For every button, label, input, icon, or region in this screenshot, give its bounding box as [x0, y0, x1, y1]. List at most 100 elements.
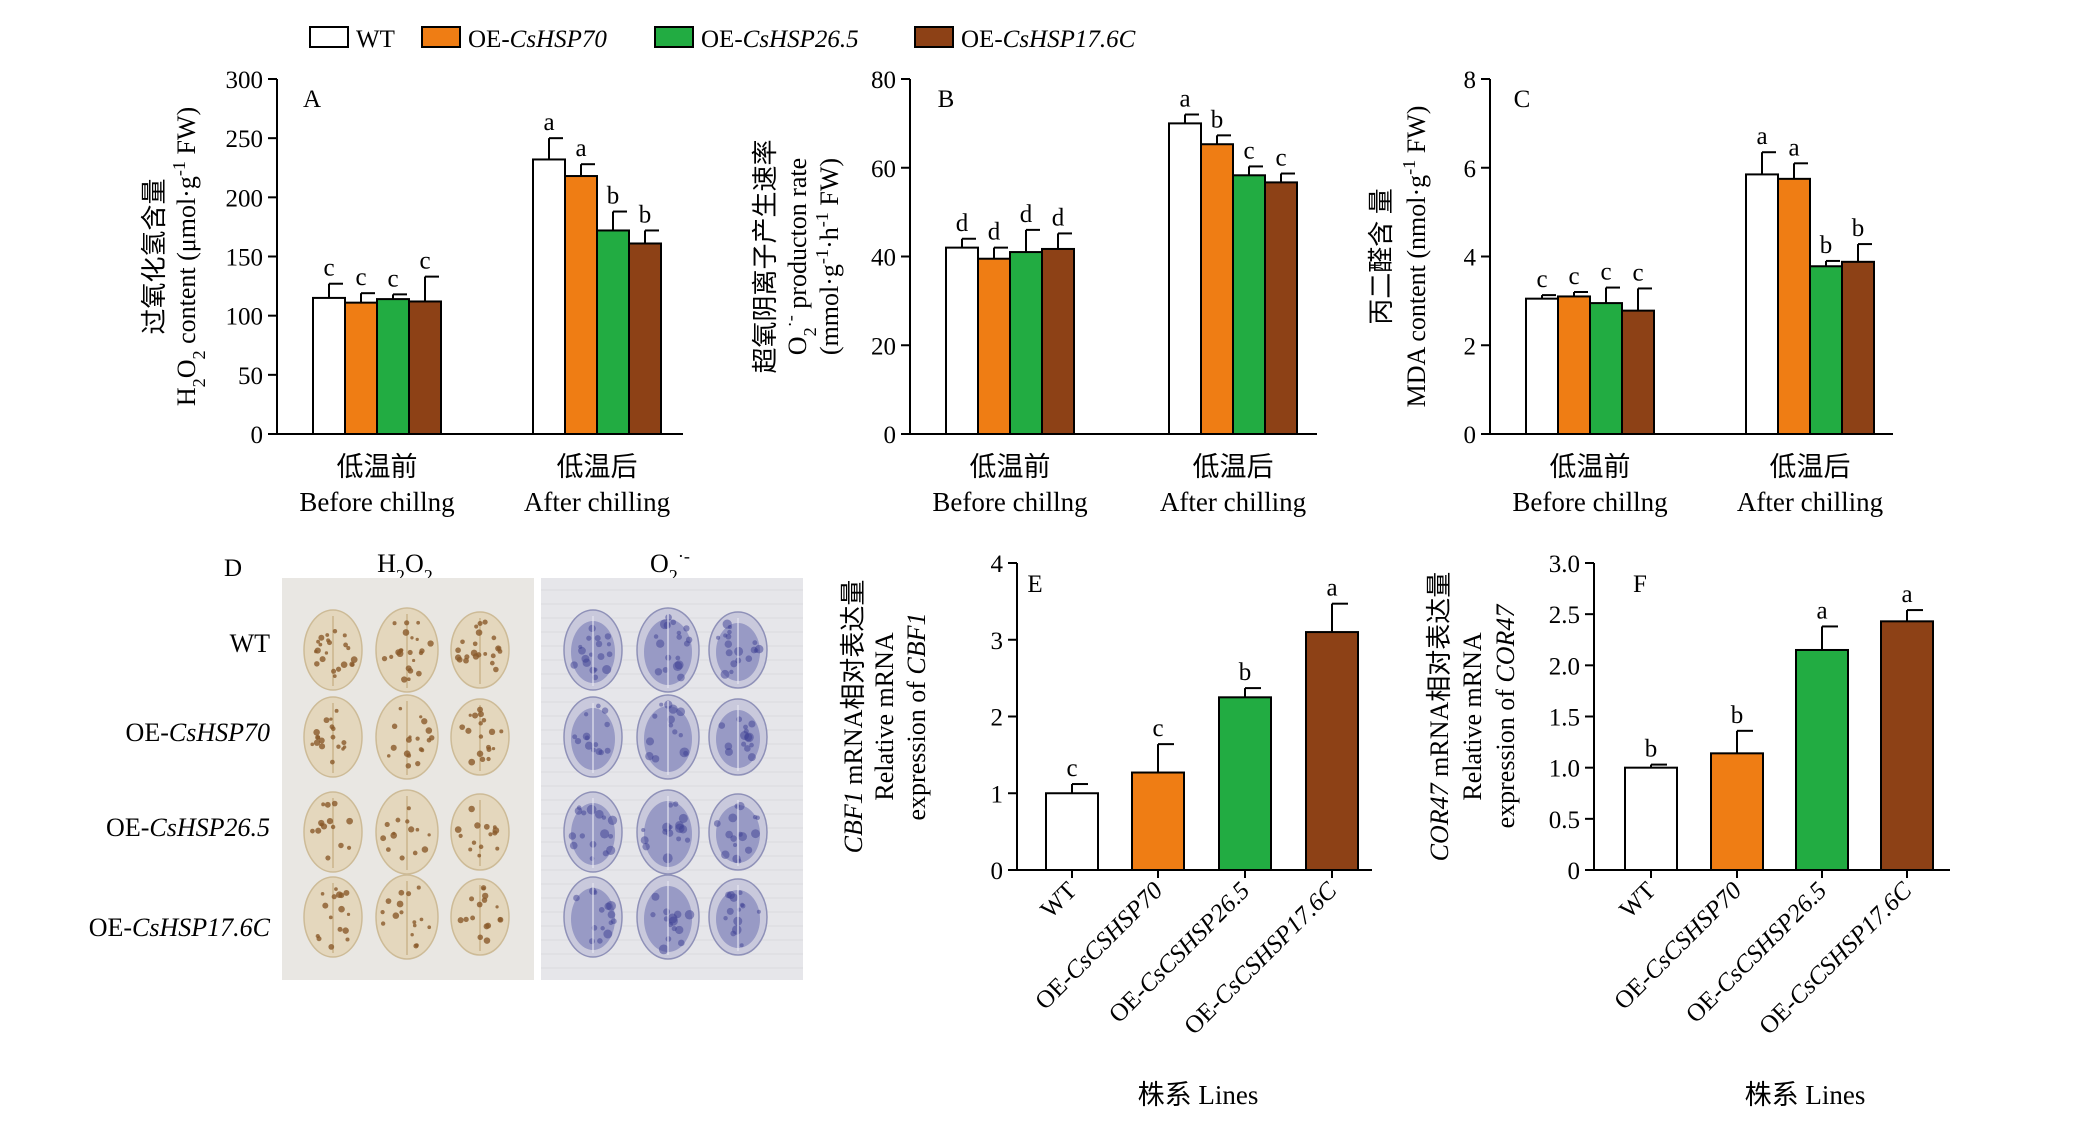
stain-spot [579, 833, 586, 839]
stain-spot [384, 821, 390, 828]
stain-spot [743, 728, 749, 734]
stain-spot [456, 656, 463, 663]
stain-spot [495, 905, 499, 909]
stain-spot [328, 944, 335, 950]
stain-spot [470, 649, 478, 657]
stain-spot [415, 736, 420, 741]
stain-spot [721, 850, 730, 860]
stain-spot [403, 750, 411, 757]
stain-spot [346, 845, 352, 850]
stain-spot [573, 894, 580, 902]
stain-spot [343, 642, 348, 648]
stain-spot [385, 898, 392, 904]
stain-spot [492, 830, 498, 836]
stain-spot [744, 846, 753, 854]
y-tick-label: 300 [226, 67, 264, 94]
bar-2 [1809, 265, 1843, 436]
stain-spot [341, 740, 347, 746]
stain-spot [381, 655, 388, 662]
stain-spot [737, 890, 743, 896]
stain-spot [650, 912, 656, 918]
h2o2-leaf [450, 698, 510, 776]
stain-spot [676, 630, 682, 636]
stain-spot [310, 742, 315, 747]
stain-spot [468, 713, 472, 717]
y-tick-label: 0 [1464, 422, 1477, 449]
significance-letter: c [1243, 137, 1254, 164]
stain-spot [601, 707, 609, 714]
stain-spot [595, 640, 603, 648]
h2o2-leaf [375, 694, 439, 780]
significance-letter: c [1275, 145, 1286, 172]
stain-spot [597, 938, 603, 944]
stain-spot [322, 902, 329, 909]
stain-spot [325, 633, 330, 637]
bar-3 [1264, 181, 1298, 435]
y-tick-label: 100 [226, 304, 264, 331]
stain-spot [725, 830, 733, 839]
stain-spot [342, 633, 347, 638]
stain-spot [733, 843, 738, 848]
stain-spot [727, 629, 732, 635]
y-axis-title-en: H2O2 content (μmol·g-1 FW) [169, 107, 209, 406]
stain-spot [672, 801, 679, 807]
stain-spot [458, 833, 463, 838]
stain-spot [318, 634, 325, 641]
stain-spot [380, 910, 385, 915]
stain-spot [486, 756, 491, 762]
stain-spot [662, 822, 672, 832]
stain-spot [677, 939, 685, 947]
stain-spot [495, 846, 500, 851]
col-title-o2: O2·- [650, 546, 690, 586]
stain-spot [651, 892, 660, 901]
stain-spot [610, 918, 617, 925]
stain-spot [588, 624, 596, 633]
x-category-cn: 低温前 [970, 452, 1051, 482]
y-axis-title-cn: 过氧化氢含量 [140, 178, 169, 334]
o2-leaf [563, 876, 623, 958]
stain-spot [569, 841, 578, 850]
y-axis-title-en: MDA content (nmol·g-1 FW) [1399, 106, 1431, 408]
legend-label: OE-CsHSP17.6C [961, 26, 1136, 53]
stain-spot [756, 909, 761, 914]
stain-spot [402, 629, 410, 636]
stain-spot [408, 735, 412, 739]
stain-spot [645, 737, 655, 746]
o2-leaf [708, 793, 768, 871]
stain-spot [716, 635, 721, 640]
bar-2 [1232, 174, 1266, 435]
stain-spot [338, 842, 344, 849]
stain-spot [604, 721, 610, 728]
y-axis-title-unit: (mmol·g-1·h-1 FW) [812, 158, 844, 355]
stain-spot [332, 628, 338, 634]
stain-spot [331, 894, 337, 900]
bar-0 [1624, 766, 1678, 872]
significance-letter: d [988, 219, 1001, 246]
stain-spot [315, 827, 322, 834]
stain-spot [675, 655, 681, 661]
x-axis-title: 株系 Lines [1745, 1080, 1866, 1110]
stain-spot [399, 855, 405, 861]
stain-spot [395, 817, 401, 823]
stain-spot [752, 640, 758, 646]
panel-label: E [1027, 571, 1042, 598]
stain-spot [470, 915, 476, 921]
y-tick-label: 80 [871, 67, 896, 94]
stain-spot [667, 802, 674, 808]
stain-spot [412, 850, 418, 856]
stain-spot [331, 800, 338, 807]
stain-spot [751, 829, 760, 839]
stain-spot [738, 832, 748, 842]
bar-0 [1168, 122, 1202, 435]
y-tick-label: 1.5 [1549, 705, 1580, 732]
bar-3 [408, 300, 442, 436]
y-tick-label: 3 [991, 628, 1004, 655]
o2-leaf [708, 698, 768, 776]
h2o2-leaf [303, 609, 363, 691]
stain-spot [468, 758, 476, 766]
stain-spot [318, 737, 325, 744]
stain-spot [350, 656, 358, 663]
stain-spot [474, 624, 479, 629]
